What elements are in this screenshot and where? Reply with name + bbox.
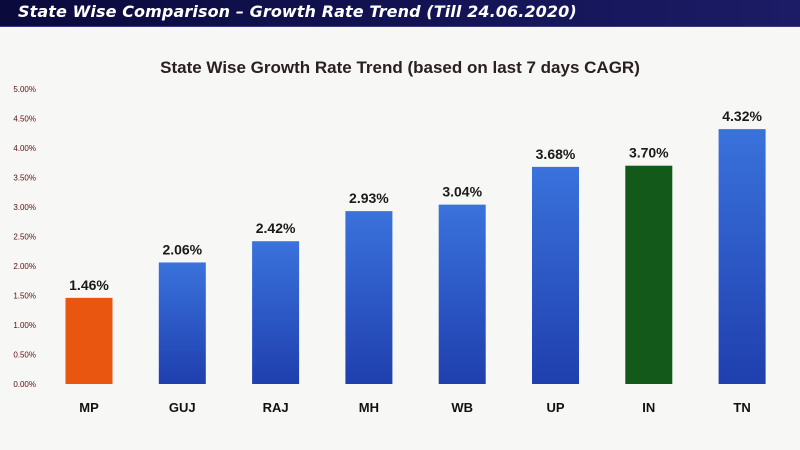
data-label-tn: 4.32% (722, 108, 762, 124)
banner-title: State Wise Comparison – Growth Rate Tren… (18, 2, 577, 21)
data-label-mh: 2.93% (349, 190, 389, 206)
data-labels: 1.46% 2.06% 2.42% 2.93% 3.04% 3.68% 3.70% 4.32% (69, 108, 762, 293)
data-label-mp: 1.46% (69, 277, 109, 293)
x-tick-label-up: UP (546, 400, 564, 415)
y-tick-label: 5.00% (13, 85, 36, 94)
y-tick-label: 2.00% (13, 262, 36, 271)
data-label-up: 3.68% (536, 146, 576, 162)
bar-in (625, 165, 673, 384)
x-axis: MP GUJ RAJ MH WB UP IN TN (79, 400, 751, 415)
y-tick-label: 0.50% (13, 351, 36, 360)
x-tick-label-guj: GUJ (169, 400, 196, 415)
x-tick-label-mh: MH (359, 400, 379, 415)
data-label-guj: 2.06% (162, 241, 202, 257)
x-tick-label-mp: MP (79, 400, 99, 415)
y-tick-label: 1.50% (13, 292, 36, 301)
bars (65, 129, 766, 384)
chart-title: State Wise Growth Rate Trend (based on l… (160, 58, 640, 77)
bar-wb (438, 204, 486, 384)
data-label-in: 3.70% (629, 145, 669, 161)
bar-mh (345, 211, 393, 384)
bar-raj (252, 241, 300, 384)
x-tick-label-wb: WB (451, 400, 473, 415)
y-tick-label: 3.00% (13, 203, 36, 212)
x-tick-label-tn: TN (733, 400, 750, 415)
header-banner: State Wise Comparison – Growth Rate Tren… (0, 0, 800, 27)
bar-mp (65, 297, 113, 384)
data-label-raj: 2.42% (256, 220, 296, 236)
data-label-wb: 3.04% (442, 184, 482, 200)
y-tick-label: 2.50% (13, 233, 36, 242)
y-axis: 0.00% 0.50% 1.00% 1.50% 2.00% 2.50% 3.00% 3.50%… (13, 85, 36, 389)
bar-tn (718, 129, 766, 384)
bar-guj (158, 262, 206, 384)
bar-up (532, 166, 579, 384)
x-tick-label-raj: RAJ (263, 400, 289, 415)
x-tick-label-in: IN (642, 400, 655, 415)
y-tick-label: 0.00% (13, 380, 36, 389)
y-tick-label: 1.00% (13, 321, 36, 330)
y-tick-label: 4.50% (13, 115, 36, 124)
y-tick-label: 4.00% (13, 144, 36, 153)
y-tick-label: 3.50% (13, 174, 36, 183)
